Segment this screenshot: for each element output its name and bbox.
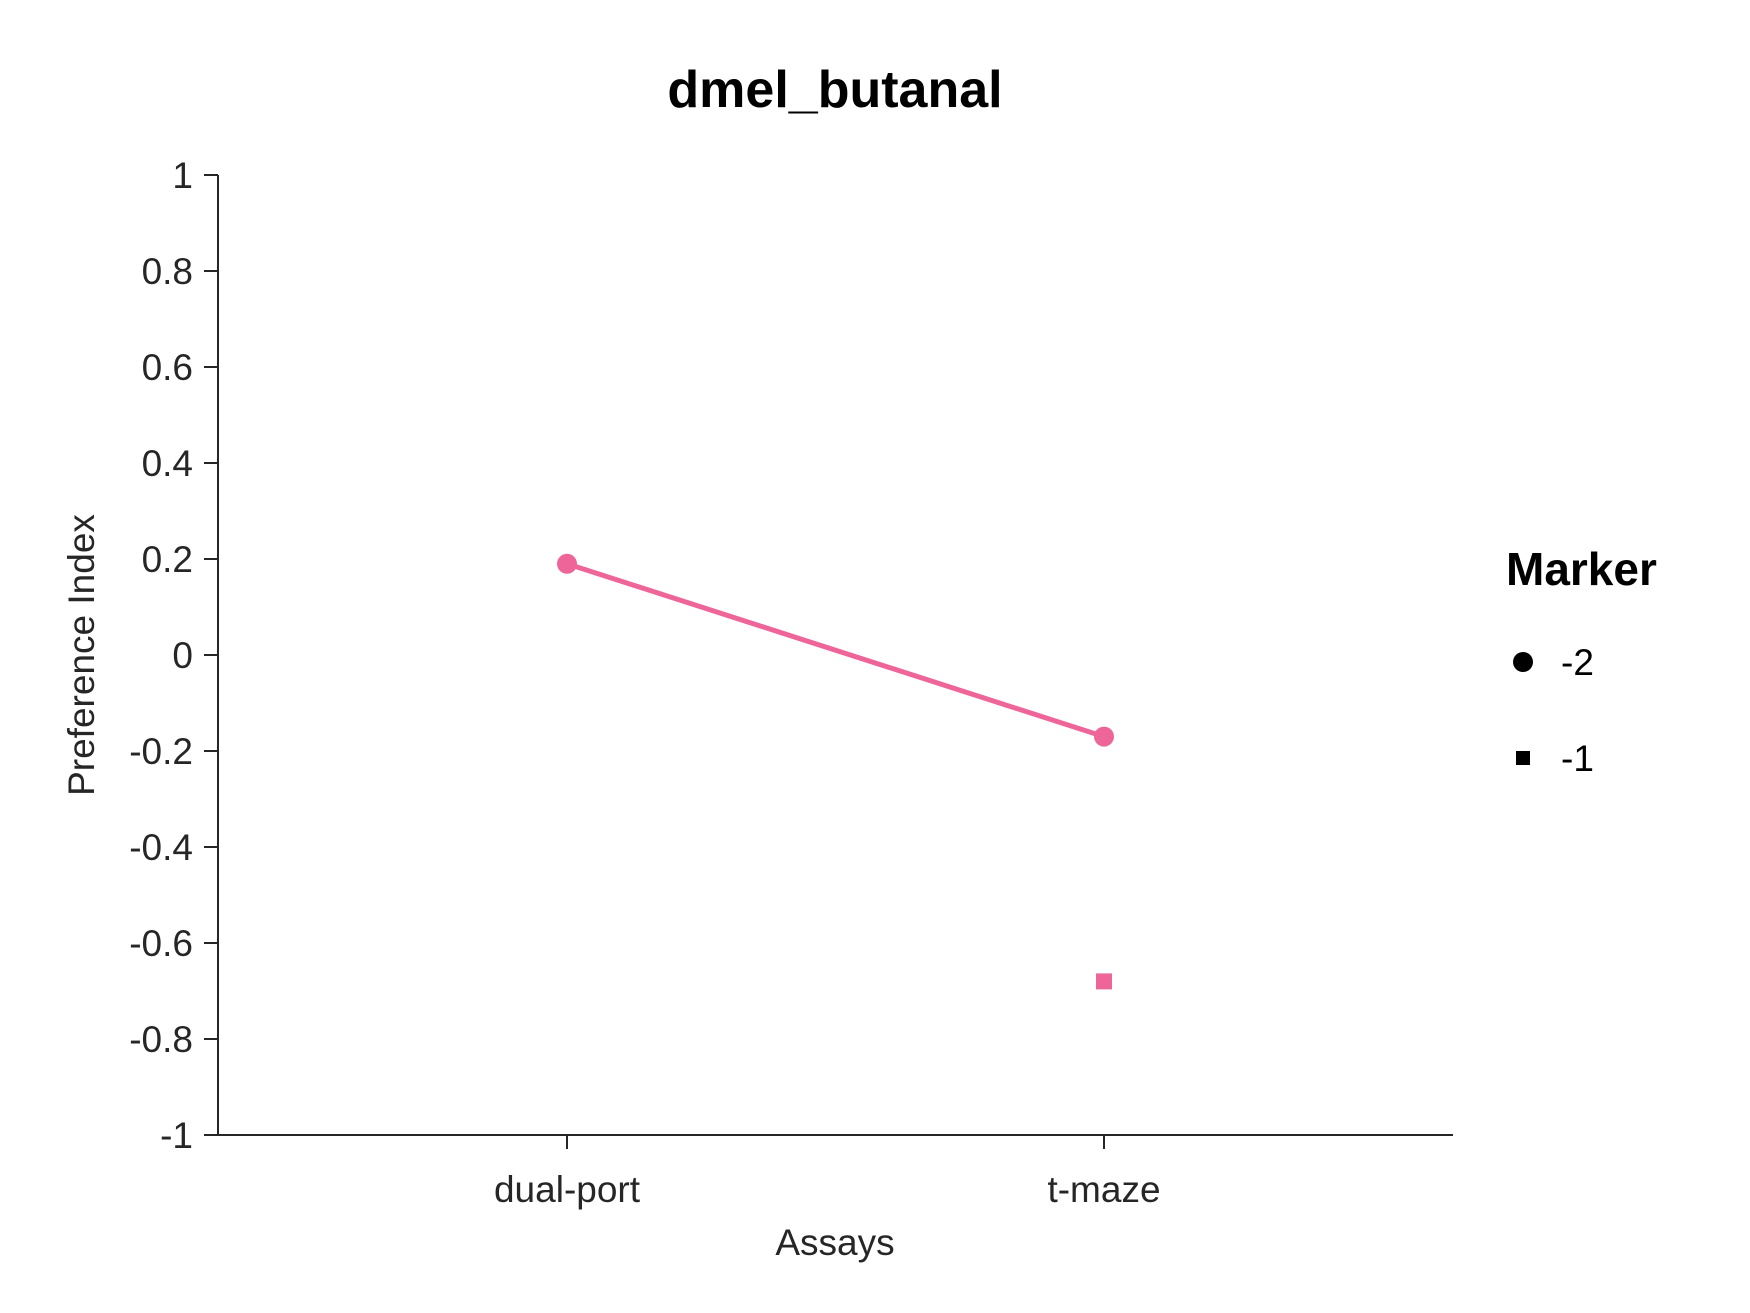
legend-marker-square	[1516, 751, 1530, 765]
x-ticks: dual-port t-maze	[494, 1135, 1161, 1210]
data-point-circle	[1094, 726, 1114, 747]
y-axis-label: Preference Index	[61, 514, 102, 796]
legend-marker-circle	[1513, 652, 1533, 672]
y-tick-label: -0.8	[129, 1019, 193, 1060]
chart-title: dmel_butanal	[667, 61, 1002, 119]
x-axis-label: Assays	[775, 1222, 894, 1263]
y-tick-label: -0.2	[129, 731, 193, 772]
legend-label: -2	[1561, 642, 1594, 683]
y-tick-label: 0.4	[142, 443, 193, 484]
y-tick-label: -0.4	[129, 827, 193, 868]
x-tick-label: t-maze	[1047, 1169, 1160, 1210]
legend-label: -1	[1561, 738, 1594, 779]
y-tick-label: 1	[172, 155, 193, 196]
legend-entries: -2 -1	[1513, 642, 1594, 779]
y-tick-label: 0.8	[142, 251, 193, 292]
data-point-square	[1096, 973, 1112, 990]
legend-title: Marker	[1506, 543, 1657, 595]
y-ticks: 1 0.8 0.6 0.4 0.2 0 -0.2 -0.4 -0.6 -0.8 -1	[129, 155, 218, 1156]
y-tick-label: 0.2	[142, 539, 193, 580]
y-tick-label: 0.6	[142, 347, 193, 388]
y-tick-label: -1	[160, 1115, 193, 1156]
series-line	[566, 561, 1105, 739]
data-point-circle	[557, 553, 577, 574]
legend: Marker -2 -1	[1506, 543, 1657, 779]
series-layer	[557, 553, 1114, 990]
y-tick-label: -0.6	[129, 923, 193, 964]
y-tick-label: 0	[172, 635, 193, 676]
x-tick-label: dual-port	[494, 1169, 641, 1210]
